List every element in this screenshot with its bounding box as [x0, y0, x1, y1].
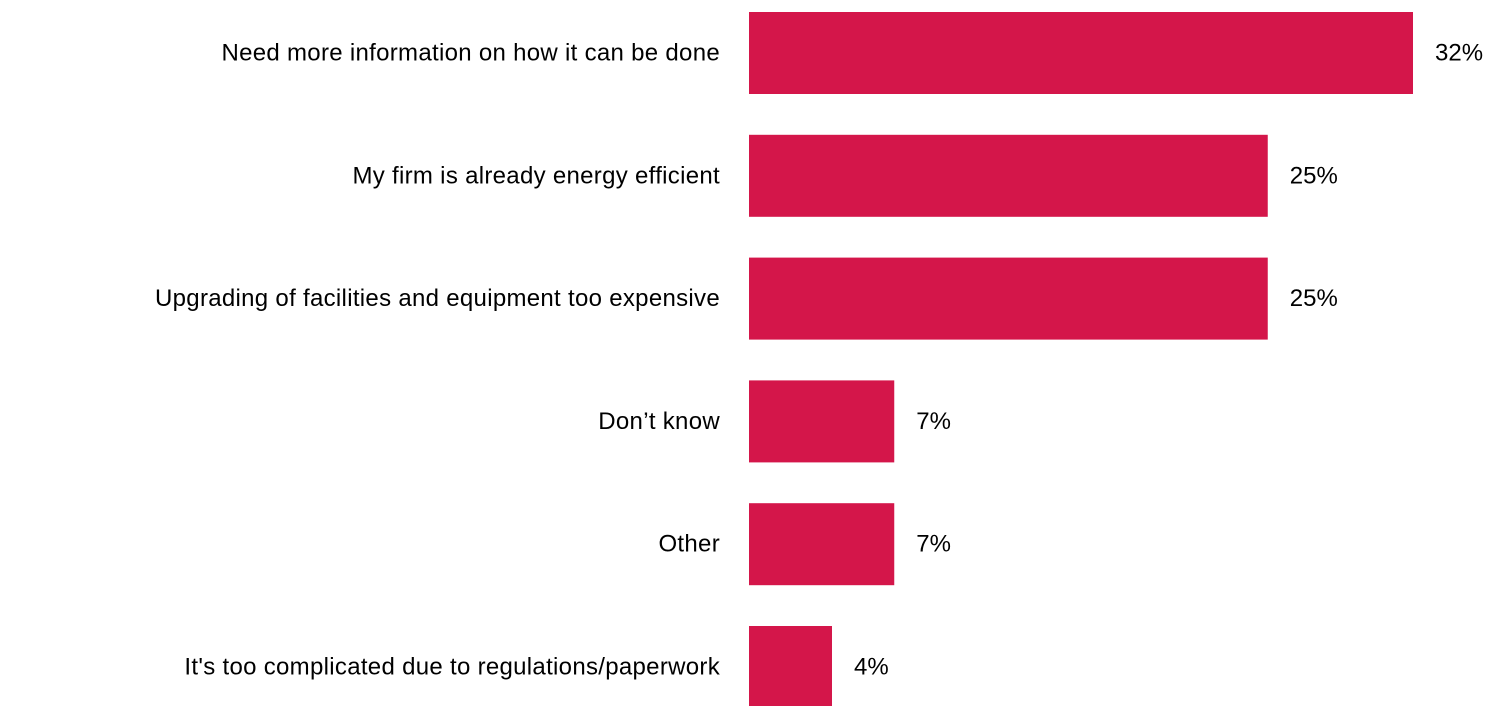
category-label-5: It's too complicated due to regulations/… — [184, 654, 720, 681]
category-label-4: Other — [658, 531, 720, 558]
value-label-0: 32% — [1435, 40, 1483, 67]
value-label-5: 4% — [854, 654, 889, 681]
bar-1 — [749, 134, 1268, 217]
bar-2 — [749, 257, 1268, 340]
value-labels-group: 32% 25% 25% 7% 7% 4% — [854, 40, 1483, 681]
value-label-2: 25% — [1290, 285, 1338, 312]
bar-3 — [749, 380, 895, 463]
value-label-3: 7% — [916, 408, 951, 435]
category-label-2: Upgrading of facilities and equipment to… — [155, 285, 720, 312]
bar-5 — [749, 626, 832, 706]
bar-0 — [749, 12, 1413, 94]
bars-group — [749, 12, 1413, 706]
category-label-1: My firm is already energy efficient — [352, 162, 720, 189]
value-label-1: 25% — [1290, 162, 1338, 189]
value-label-4: 7% — [916, 531, 951, 558]
category-label-3: Don’t know — [598, 408, 720, 435]
category-labels-group: Need more information on how it can be d… — [155, 40, 720, 681]
bar-4 — [749, 503, 895, 586]
category-label-0: Need more information on how it can be d… — [221, 40, 720, 67]
